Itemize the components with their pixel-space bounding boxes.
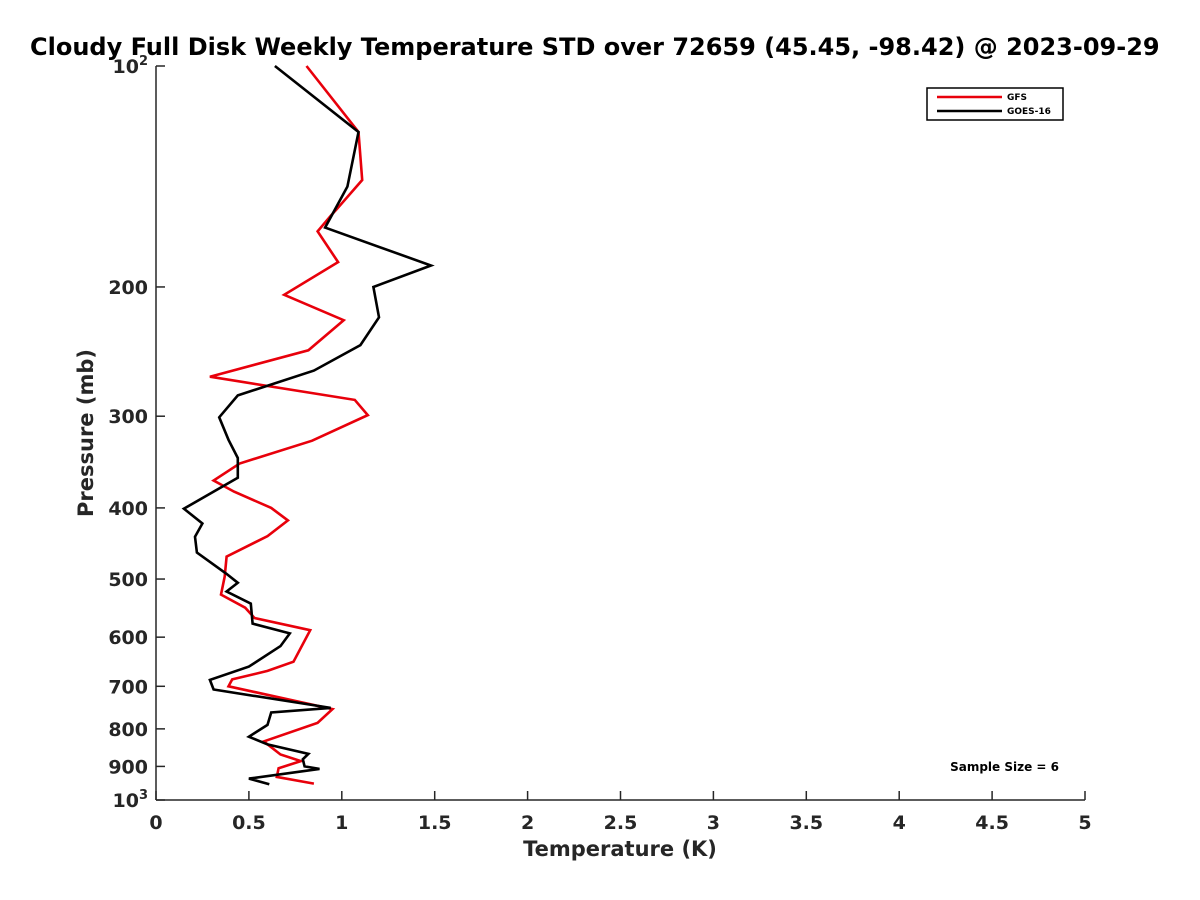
chart-title: Cloudy Full Disk Weekly Temperature STD … <box>30 33 1160 61</box>
plot-area <box>181 64 435 786</box>
legend-label-goes-16: GOES-16 <box>1007 107 1051 117</box>
x-tick-label: 3 <box>707 812 720 834</box>
x-axis-label: Temperature (K) <box>523 837 717 861</box>
axes: 0 0.5 1 1.5 2 2.5 3 3.5 4 4.5 5 102 200 300 400 500 600 7… <box>108 54 1091 834</box>
y-axis-label: Pressure (mb) <box>74 349 98 517</box>
x-tick-label: 4 <box>893 812 906 834</box>
y-tick-label: 600 <box>108 627 148 649</box>
sample-size-annotation: Sample Size = 6 <box>950 760 1059 774</box>
y-tick-label: 500 <box>108 569 148 591</box>
x-tick-label: 4.5 <box>975 812 1009 834</box>
y-tick-label: 300 <box>108 406 148 428</box>
y-tick-label: 103 <box>113 788 149 812</box>
y-tick-label: 200 <box>108 277 148 299</box>
series-line-gfs <box>209 65 370 785</box>
x-tick-label: 0.5 <box>232 812 266 834</box>
y-tick-label: 700 <box>108 676 148 698</box>
x-tick-label: 1 <box>335 812 348 834</box>
x-tick-label: 2 <box>521 812 534 834</box>
series-line-goes-16 <box>181 64 435 786</box>
x-tick-label: 1.5 <box>418 812 452 834</box>
legend-label-gfs: GFS <box>1007 93 1027 103</box>
x-tick-label: 0 <box>149 812 162 834</box>
x-tick-label: 2.5 <box>604 812 638 834</box>
y-tick-label: 400 <box>108 498 148 520</box>
y-tick-label: 900 <box>108 756 148 778</box>
y-tick-label: 102 <box>113 54 149 78</box>
x-tick-label: 3.5 <box>789 812 823 834</box>
legend-box <box>926 87 1064 121</box>
y-tick-label: 800 <box>108 719 148 741</box>
legend: GFS GOES-16 <box>926 87 1064 121</box>
x-tick-label: 5 <box>1078 812 1091 834</box>
